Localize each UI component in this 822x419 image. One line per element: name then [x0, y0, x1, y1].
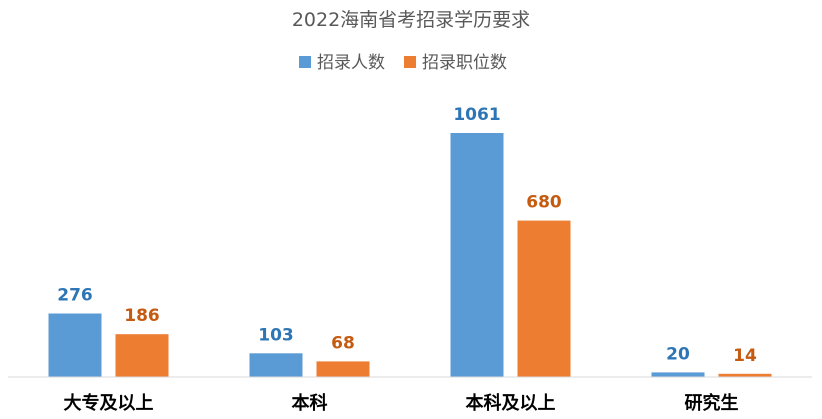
legend-swatch-series-2 — [404, 56, 416, 68]
category-label-1: 大专及以上 — [64, 392, 154, 414]
category-label-4: 研究生 — [685, 392, 739, 414]
legend: 招录人数 招录职位数 — [299, 53, 507, 73]
legend-label-series-2: 招录职位数 — [422, 53, 507, 73]
legend-label-series-1: 招录人数 — [317, 53, 385, 73]
bar-1-4 — [651, 372, 705, 377]
category-labels-group: 大专及以上 本科 本科及以上 研究生 — [64, 392, 739, 414]
data-label-1-1: 276 — [57, 286, 93, 306]
data-label-2-2: 68 — [331, 333, 355, 353]
data-label-1-4: 20 — [666, 344, 690, 364]
bar-2-2 — [316, 361, 370, 377]
data-label-2-3: 680 — [526, 193, 562, 213]
legend-swatch-series-1 — [299, 56, 311, 68]
bar-1-3 — [450, 133, 504, 377]
bar-2-3 — [517, 220, 571, 377]
bars-group — [48, 133, 772, 377]
bar-2-1 — [115, 334, 169, 377]
data-labels-group: 276 186 103 68 1061 680 20 14 — [57, 105, 757, 366]
data-label-1-3: 1061 — [453, 105, 500, 125]
bar-1-2 — [249, 353, 303, 377]
chart-title: 2022海南省考招录学历要求 — [292, 9, 530, 31]
category-label-3: 本科及以上 — [466, 392, 556, 414]
data-label-2-1: 186 — [124, 306, 160, 326]
data-label-2-4: 14 — [733, 346, 757, 366]
category-label-2: 本科 — [292, 392, 328, 414]
bar-1-1 — [48, 313, 102, 377]
bar-2-4 — [718, 373, 772, 377]
data-label-1-2: 103 — [258, 325, 294, 345]
